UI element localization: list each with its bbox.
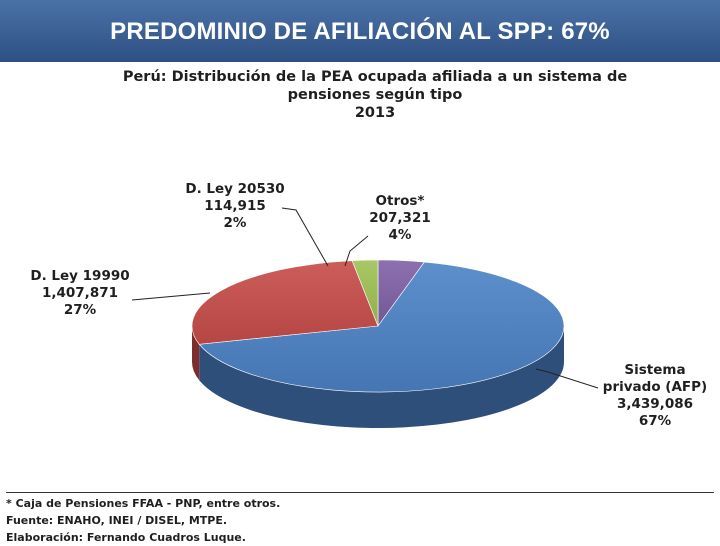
- chart-title-line-2: pensiones según tipo: [287, 87, 463, 103]
- footnote-note: * Caja de Pensiones FFAA - PNP, entre ot…: [6, 497, 281, 510]
- footnote-author: Elaboración: Fernando Cuadros Luque.: [6, 531, 246, 544]
- label-d-ley-20530-value: 114,915: [204, 198, 266, 214]
- chart-title-line-1: Perú: Distribución de la PEA ocupada afi…: [122, 69, 628, 85]
- label-d-ley-19990: D. Ley 19990 1,407,871 27%: [10, 268, 150, 319]
- label-d-ley-20530: D. Ley 20530 114,915 2%: [160, 181, 310, 232]
- leader-afp: [535, 368, 599, 389]
- slice-afp: [198, 261, 565, 393]
- label-sistema-privado-name-1: Sistema: [624, 362, 686, 378]
- label-sistema-privado-value: 3,439,086: [616, 396, 693, 412]
- label-otros: Otros* 207,321 4%: [345, 193, 455, 244]
- label-otros-value: 207,321: [369, 210, 431, 226]
- slice-d-ley-20530: [351, 259, 379, 327]
- footnotes: * Caja de Pensiones FFAA - PNP, entre ot…: [6, 492, 714, 546]
- label-d-ley-20530-percent: 2%: [223, 215, 247, 231]
- leader-d-ley-19990: [131, 292, 211, 301]
- label-otros-name: Otros*: [375, 193, 425, 209]
- chart-title-line-3: 2013: [354, 105, 396, 121]
- label-sistema-privado: Sistema privado (AFP) 3,439,086 67%: [590, 362, 720, 430]
- slice-afp-side: [199, 326, 564, 428]
- footnote-source: Fuente: ENAHO, INEI / DISEL, MTPE.: [6, 514, 228, 527]
- label-d-ley-20530-name: D. Ley 20530: [185, 181, 285, 197]
- label-d-ley-19990-value: 1,407,871: [41, 285, 118, 301]
- label-d-ley-19990-percent: 27%: [63, 302, 97, 318]
- chart-title: Perú: Distribución de la PEA ocupada afi…: [90, 68, 660, 122]
- slice-d-ley-19990: [191, 260, 379, 345]
- slice-d-ley-19990-side: [192, 326, 200, 381]
- slide-header: PREDOMINIO DE AFILIACIÓN AL SPP: 67%: [0, 0, 720, 62]
- label-sistema-privado-percent: 67%: [638, 413, 672, 429]
- leader-d-ley-20530: [281, 207, 329, 267]
- leader-otros: [344, 235, 369, 267]
- slide-title: PREDOMINIO DE AFILIACIÓN AL SPP: 67%: [110, 18, 610, 45]
- label-otros-percent: 4%: [388, 227, 412, 243]
- label-sistema-privado-name-2: privado (AFP): [602, 379, 708, 395]
- label-d-ley-19990-name: D. Ley 19990: [30, 268, 130, 284]
